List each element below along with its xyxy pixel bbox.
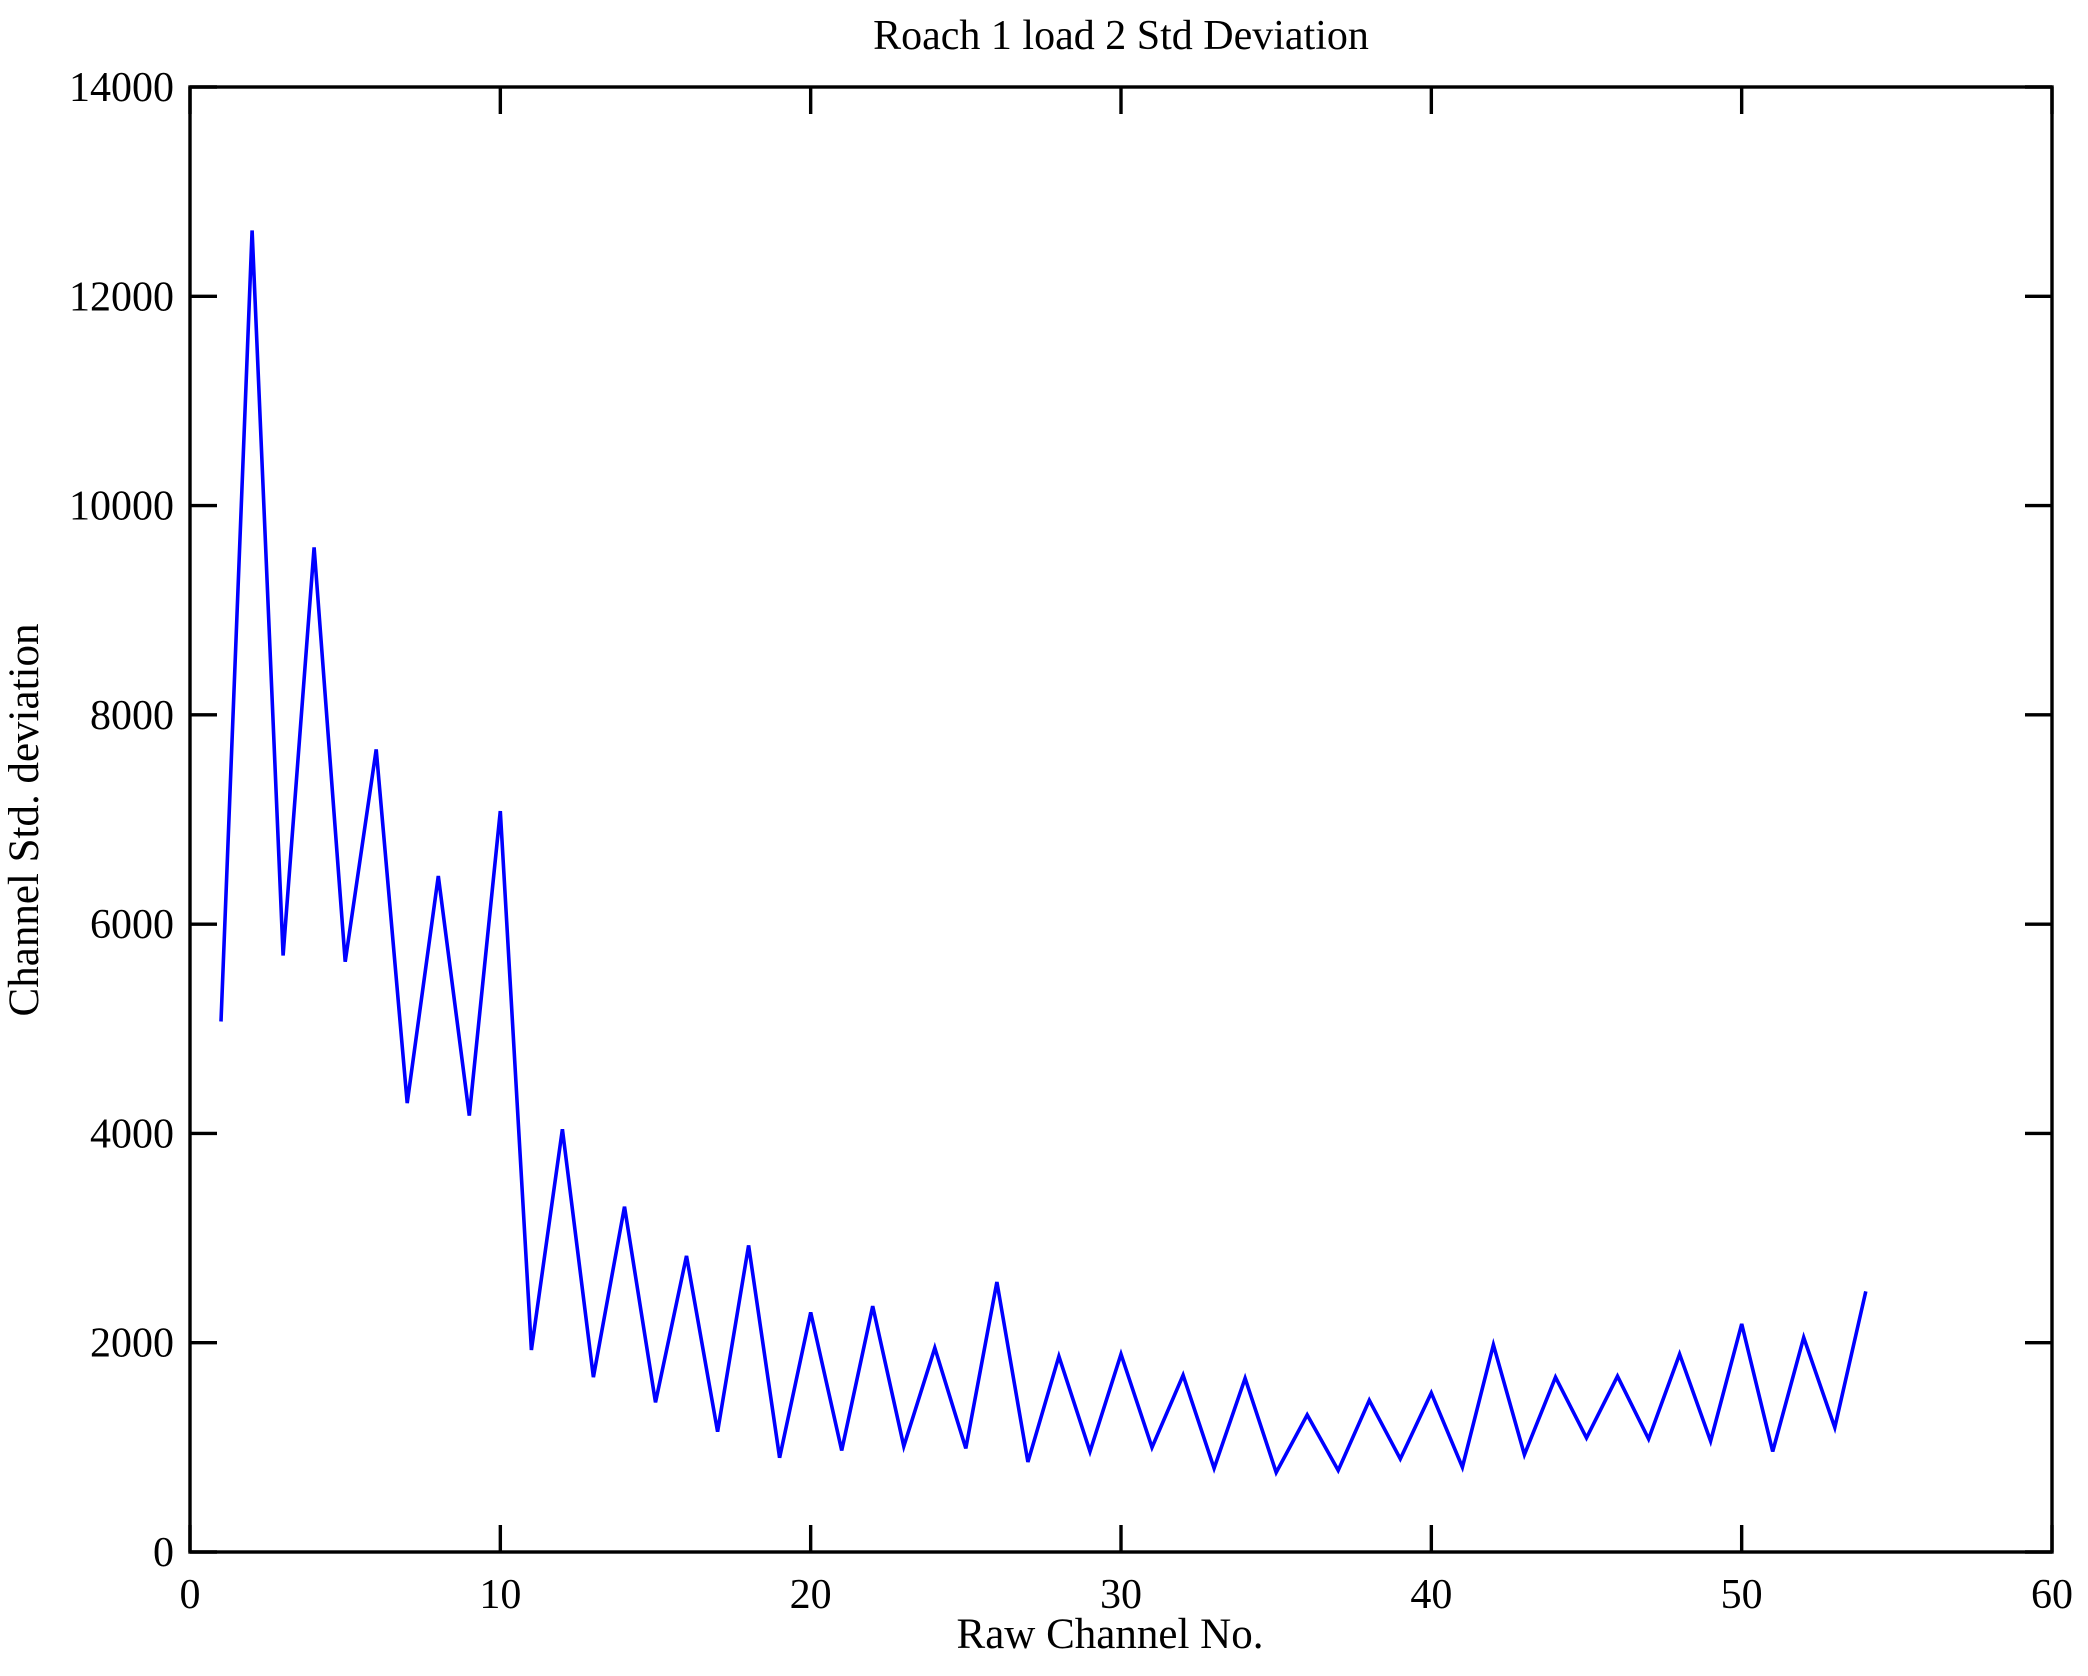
y-tick-label: 12000: [69, 274, 174, 320]
y-axis-label: Channel Std. deviation: [1, 624, 48, 1017]
axes-box: [188, 85, 2054, 1554]
x-axis-ticks: [188, 87, 2054, 1552]
y-tick-label: 10000: [69, 484, 174, 530]
y-tick-label: 4000: [90, 1111, 174, 1157]
y-tick-label: 6000: [90, 902, 174, 948]
x-tick-label: 30: [1100, 1572, 1142, 1618]
x-axis-label: Raw Channel No.: [957, 1611, 1264, 1658]
x-tick-label: 0: [180, 1572, 201, 1618]
x-tick-label: 40: [1410, 1572, 1452, 1618]
x-tick-label: 60: [2031, 1572, 2073, 1618]
y-tick-label: 8000: [90, 693, 174, 739]
y-tick-label: 14000: [69, 65, 174, 111]
x-tick-label: 50: [1721, 1572, 1763, 1618]
chart-title: Roach 1 load 2 Std Deviation: [873, 13, 1369, 59]
y-tick-label: 2000: [90, 1321, 174, 1367]
x-tick-label: 10: [479, 1572, 521, 1618]
y-axis-ticks: [190, 85, 2052, 1554]
x-axis-tick-labels: 0 10 20 30 40 50 60: [180, 1572, 2074, 1618]
y-tick-label: 0: [153, 1530, 174, 1576]
y-axis-tick-labels: 0 2000 4000 6000 8000 10000 12000 14000: [69, 65, 174, 1576]
x-tick-label: 20: [790, 1572, 832, 1618]
data-line-series: [219, 230, 1868, 1478]
